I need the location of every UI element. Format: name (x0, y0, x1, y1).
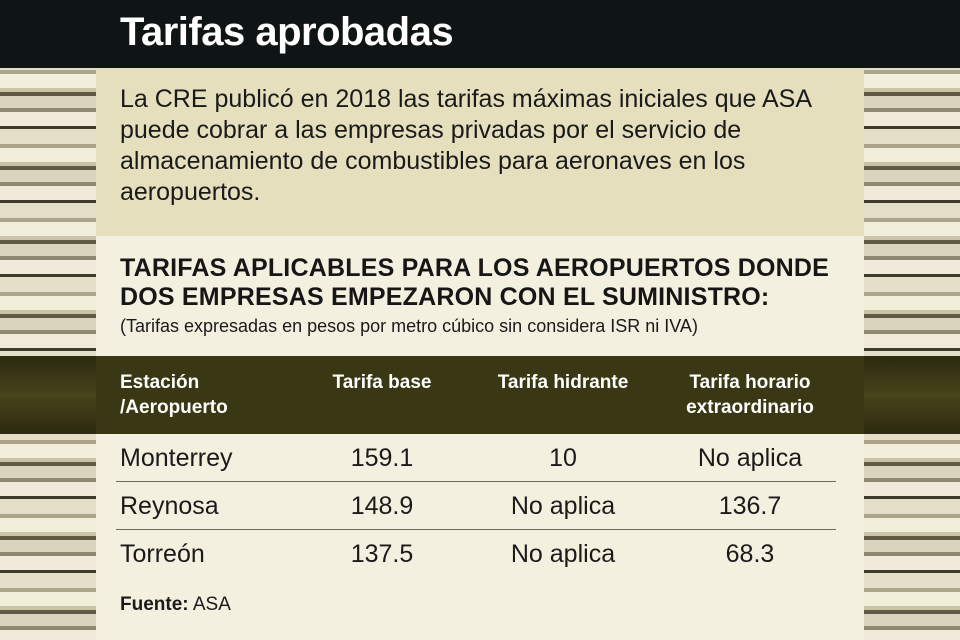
header-station-line1: Estación (120, 372, 200, 393)
header-base: Tarifa base (332, 372, 432, 393)
table-header-band: Estación /Aeropuerto Tarifa base Tarifa … (0, 356, 960, 434)
cell-extra: 68.3 (725, 540, 775, 568)
header-hydrant: Tarifa hidrante (497, 372, 629, 393)
table-heading-panel: TARIFAS APLICABLES PARA LOS AEROPUERTOS … (96, 236, 864, 358)
cell-hydrant: 10 (549, 444, 577, 472)
cell-base: 159.1 (350, 444, 414, 472)
source-value: ASA (192, 594, 231, 615)
cell-station: Reynosa (120, 492, 219, 520)
intro-text: La CRE publicó en 2018 las tarifas máxim… (120, 85, 811, 206)
decorative-stripes-left (0, 0, 110, 640)
source-note: Fuente: ASA (120, 594, 231, 616)
section-title-line1: TARIFAS APLICABLES PARA LOS AEROPUERTOS … (120, 254, 830, 282)
cell-hydrant: No aplica (510, 492, 616, 520)
cell-station: Torreón (120, 540, 205, 568)
cell-extra: 136.7 (718, 492, 782, 520)
header-extra-line1: Tarifa horario (689, 372, 811, 393)
title-bar: Tarifas aprobadas (0, 0, 960, 68)
cell-station: Monterrey (120, 444, 233, 472)
table-body: Monterrey 159.1 10 No aplica Reynosa 148… (96, 434, 864, 640)
cell-base: 148.9 (350, 492, 414, 520)
header-station-line2: /Aeropuerto (120, 397, 228, 418)
header-extra: Tarifa horario extraordinario (666, 370, 834, 420)
cell-hydrant: No aplica (510, 540, 616, 568)
table-row: Torreón 137.5 No aplica 68.3 (96, 530, 836, 578)
table-row: Reynosa 148.9 No aplica 136.7 (96, 482, 836, 530)
source-label: Fuente: (120, 594, 189, 615)
section-title: TARIFAS APLICABLES PARA LOS AEROPUERTOS … (120, 254, 829, 312)
table-header: Estación /Aeropuerto Tarifa base Tarifa … (96, 356, 864, 434)
header-station: Estación /Aeropuerto (120, 370, 228, 420)
row-divider (116, 481, 836, 482)
header-extra-line2: extraordinario (686, 397, 814, 418)
cell-base: 137.5 (350, 540, 414, 568)
table-row: Monterrey 159.1 10 No aplica (96, 434, 836, 482)
row-divider (116, 529, 836, 530)
page-title: Tarifas aprobadas (120, 10, 454, 54)
intro-panel: La CRE publicó en 2018 las tarifas máxim… (96, 68, 864, 236)
decorative-stripes-right (850, 0, 960, 640)
section-note: (Tarifas expresadas en pesos por metro c… (120, 316, 698, 336)
cell-extra: No aplica (697, 444, 803, 472)
section-title-line2: DOS EMPRESAS EMPEZARON CON EL SUMINISTRO… (120, 283, 770, 311)
